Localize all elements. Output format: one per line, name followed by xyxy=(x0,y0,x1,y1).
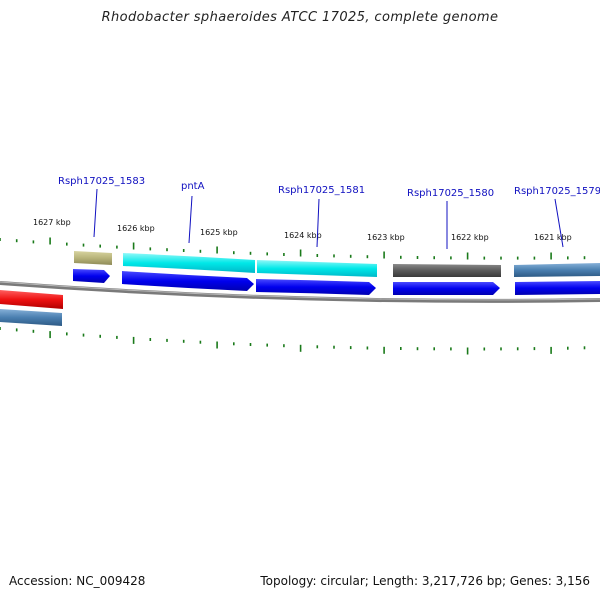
cds-arrow[interactable] xyxy=(393,282,500,295)
cds-arrow[interactable] xyxy=(73,269,110,283)
kbp-label: 1623 kbp xyxy=(367,233,405,242)
gene-label[interactable]: Rsph17025_1579 xyxy=(514,186,600,197)
genome-title: Rhodobacter sphaeroides ATCC 17025, comp… xyxy=(101,10,499,25)
gene-label[interactable]: Rsph17025_1581 xyxy=(278,185,365,196)
cds-arrow[interactable] xyxy=(256,279,376,295)
accession-text: Accession: NC_009428 xyxy=(9,574,146,588)
gene-feature-red[interactable] xyxy=(0,290,63,309)
genome-summary-text: Topology: circular; Length: 3,217,726 bp… xyxy=(260,574,590,588)
kbp-label: 1624 kbp xyxy=(284,231,322,240)
kbp-label: 1627 kbp xyxy=(33,218,71,227)
gene-feature-cyan[interactable] xyxy=(257,260,377,277)
gene-label[interactable]: pntA xyxy=(181,181,205,192)
kbp-label: 1622 kbp xyxy=(451,233,489,242)
kbp-label: 1626 kbp xyxy=(117,224,155,233)
label-leader-line xyxy=(554,198,564,248)
label-leader-line xyxy=(316,198,320,248)
gene-label[interactable]: Rsph17025_1583 xyxy=(58,176,145,187)
kbp-label: 1621 kbp xyxy=(534,233,572,242)
gene-label[interactable]: Rsph17025_1580 xyxy=(407,188,494,199)
label-leader-line xyxy=(188,195,193,244)
gene-feature-cyan[interactable] xyxy=(123,253,255,273)
cds-arrow[interactable] xyxy=(515,281,600,295)
kbp-label: 1625 kbp xyxy=(200,228,238,237)
gene-feature-olive[interactable] xyxy=(74,251,112,265)
upper-scale-ticks xyxy=(0,237,586,260)
label-leader-line xyxy=(93,188,98,238)
gene-feature-steel[interactable] xyxy=(514,263,600,277)
genome-backbone xyxy=(0,281,600,303)
gene-feature-steel[interactable] xyxy=(0,309,62,326)
lower-scale-ticks xyxy=(0,327,586,355)
gene-feature-gray[interactable] xyxy=(393,264,501,277)
cds-arrow[interactable] xyxy=(122,271,254,291)
